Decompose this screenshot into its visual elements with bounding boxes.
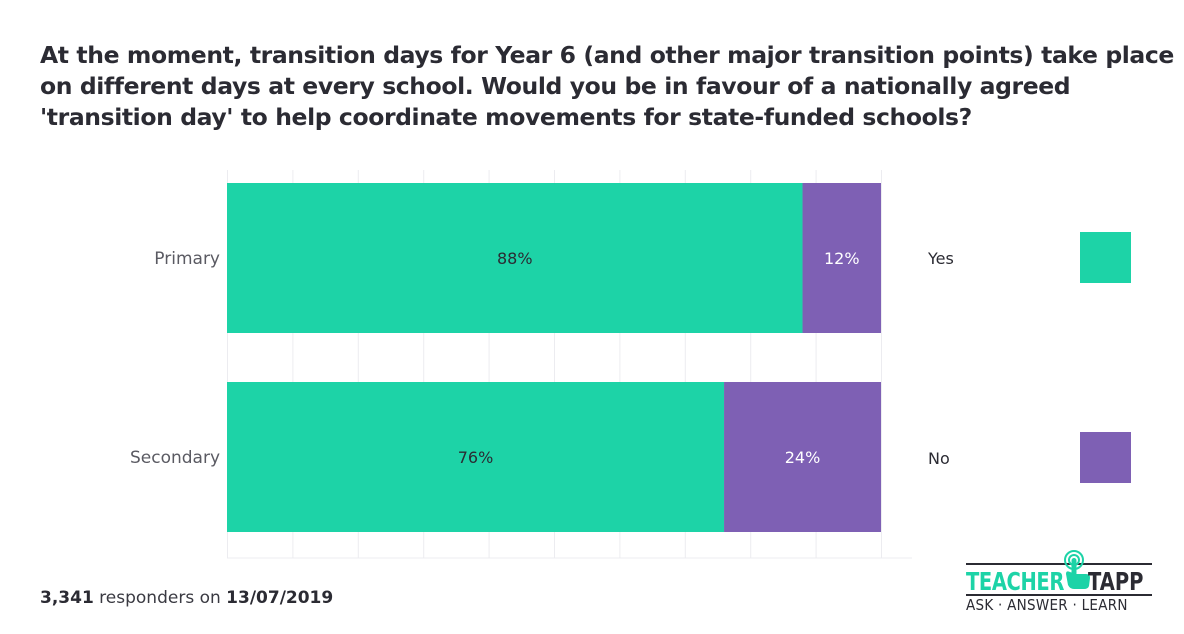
chart-title-line-2: on different days at every school. Would… [40, 72, 1071, 100]
legend-swatch-no [1080, 432, 1131, 483]
survey-date: 13/07/2019 [226, 588, 334, 608]
legend-label-no: No [928, 449, 950, 468]
bar-primary-no [802, 183, 881, 333]
data-label-primary-no: 12% [824, 249, 860, 268]
legend-label-yes: Yes [927, 249, 954, 268]
logo-bottom-rule [966, 594, 1152, 596]
data-label-secondary-yes: 76% [458, 448, 494, 467]
chart-title: At the moment, transition days for Year … [40, 40, 1174, 133]
logo-tagline: ASK · ANSWER · LEARN [966, 596, 1128, 614]
category-label-primary: Primary [154, 249, 220, 269]
bar-secondary-yes [227, 382, 725, 532]
category-label-secondary: Secondary [130, 448, 220, 468]
chart-title-line-3: 'transition day' to help coordinate move… [40, 103, 972, 131]
responders-text: responders on [93, 588, 227, 608]
tap-hand-icon [1064, 550, 1090, 589]
logo-top-rule [966, 563, 1152, 565]
data-label-primary-yes: 88% [497, 249, 533, 268]
logo-word-teacher: TEACHER [966, 567, 1064, 596]
bar-secondary-no [724, 382, 881, 532]
data-label-secondary-no: 24% [785, 448, 821, 467]
category-labels: Primary Secondary [130, 249, 220, 468]
legend: Yes No [927, 232, 1131, 483]
logo-word-tapp: TAPP [1088, 567, 1144, 596]
teacher-tapp-logo: TEACHER TAPP ASK · ANSWER · LEARN [966, 550, 1156, 620]
bar-primary-yes [227, 183, 803, 333]
responders-footer: 3,341 responders on 13/07/2019 [40, 588, 333, 608]
responder-count: 3,341 [40, 588, 94, 608]
legend-swatch-yes [1080, 232, 1131, 283]
bars: 88% 12% 76% 24% [227, 183, 881, 532]
chart-title-line-1: At the moment, transition days for Year … [40, 41, 1174, 69]
